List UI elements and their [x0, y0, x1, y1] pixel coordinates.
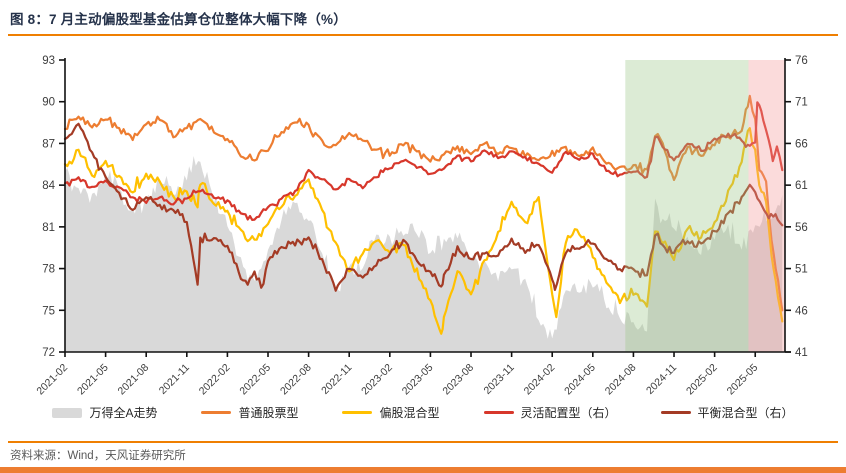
svg-text:2025-05: 2025-05	[725, 362, 761, 398]
legend-swatch-line	[660, 410, 691, 415]
svg-text:56: 56	[795, 222, 808, 234]
svg-text:93: 93	[42, 55, 55, 67]
chart-legend: 万得全A走势 普通股票型 偏股混合型 灵活配置型（右） 平衡混合型（右）	[0, 404, 846, 421]
legend-swatch-line	[201, 410, 232, 415]
svg-text:41: 41	[795, 347, 808, 359]
svg-text:71: 71	[795, 97, 808, 109]
legend-swatch-area	[52, 407, 83, 418]
footer-accent-bar	[0, 467, 846, 473]
legend-label: 偏股混合型	[379, 406, 440, 420]
svg-text:2024-08: 2024-08	[603, 362, 639, 398]
svg-text:2024-02: 2024-02	[522, 362, 558, 398]
svg-text:84: 84	[42, 180, 55, 192]
svg-text:2022-11: 2022-11	[319, 362, 354, 397]
svg-text:51: 51	[795, 264, 808, 276]
legend-item: 偏股混合型	[342, 404, 440, 421]
svg-text:2024-05: 2024-05	[562, 362, 598, 398]
svg-text:2023-11: 2023-11	[482, 362, 517, 397]
svg-text:61: 61	[795, 180, 808, 192]
svg-text:2021-02: 2021-02	[34, 362, 70, 398]
legend-label: 平衡混合型（右）	[697, 406, 794, 420]
legend-item: 灵活配置型（右）	[483, 404, 617, 421]
svg-text:2022-05: 2022-05	[237, 362, 273, 398]
legend-swatch-line	[483, 410, 514, 415]
svg-text:90: 90	[42, 97, 55, 109]
svg-text:75: 75	[42, 305, 55, 317]
legend-swatch-line	[342, 410, 373, 415]
svg-text:78: 78	[42, 264, 55, 276]
svg-text:76: 76	[795, 55, 808, 67]
svg-text:2023-08: 2023-08	[440, 362, 476, 398]
svg-text:2024-11: 2024-11	[644, 362, 679, 397]
source-divider	[8, 441, 838, 443]
svg-text:46: 46	[795, 305, 808, 317]
svg-text:2021-11: 2021-11	[157, 362, 192, 397]
title-divider	[8, 34, 838, 36]
svg-text:66: 66	[795, 138, 808, 150]
legend-label: 万得全A走势	[89, 406, 158, 420]
svg-text:72: 72	[42, 347, 55, 359]
svg-text:2021-05: 2021-05	[75, 362, 111, 398]
svg-text:2023-02: 2023-02	[359, 362, 395, 398]
figure-title: 图 8：7 月主动偏股型基金估算仓位整体大幅下降（%）	[10, 12, 347, 27]
legend-item: 平衡混合型（右）	[660, 404, 794, 421]
svg-text:81: 81	[42, 222, 55, 234]
legend-label: 灵活配置型（右）	[520, 406, 617, 420]
svg-text:2022-08: 2022-08	[278, 362, 314, 398]
legend-label: 普通股票型	[238, 406, 299, 420]
svg-text:2021-08: 2021-08	[116, 362, 152, 398]
svg-text:2023-05: 2023-05	[400, 362, 436, 398]
legend-item: 万得全A走势	[52, 404, 157, 421]
svg-text:2022-02: 2022-02	[197, 362, 233, 398]
svg-text:87: 87	[42, 138, 55, 150]
legend-item: 普通股票型	[201, 404, 298, 421]
svg-text:2025-02: 2025-02	[684, 362, 720, 398]
source-note: 资料来源：Wind，天风证券研究所	[10, 450, 186, 462]
